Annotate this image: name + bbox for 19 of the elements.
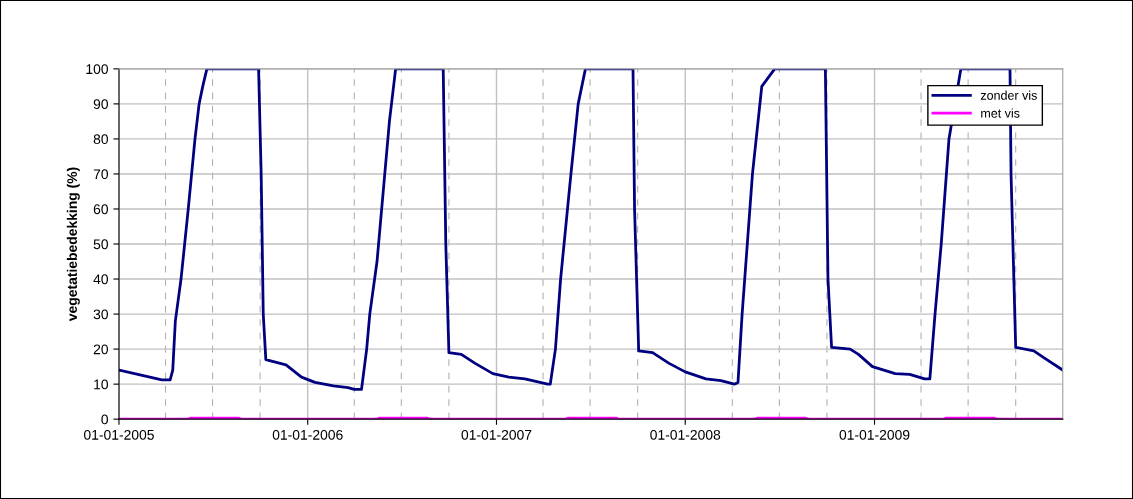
x-tick-label: 01-01-2006 — [272, 429, 343, 440]
legend-label: met vis — [981, 108, 1020, 118]
x-tick-label: 01-01-2008 — [650, 429, 721, 440]
y-tick-label: 60 — [93, 204, 109, 215]
y-tick-label: 80 — [93, 134, 109, 145]
legend-label: zonder vis — [980, 90, 1037, 100]
y-tick-label: 0 — [101, 414, 109, 425]
x-tick-label: 01-01-2009 — [839, 429, 910, 440]
y-axis-title: vegetatiebedekking (%) — [66, 167, 80, 322]
y-tick-label: 50 — [93, 239, 109, 250]
x-tick-label: 01-01-2005 — [83, 429, 154, 440]
y-tick-label: 100 — [86, 64, 109, 75]
y-tick-label: 40 — [93, 274, 109, 285]
y-tick-label: 10 — [94, 379, 109, 390]
y-tick-label: 70 — [93, 169, 109, 180]
y-tick-label: 90 — [93, 99, 109, 110]
x-tick-label: 01-01-2007 — [461, 429, 532, 440]
y-tick-label: 20 — [93, 344, 109, 355]
y-tick-label: 30 — [93, 309, 109, 320]
